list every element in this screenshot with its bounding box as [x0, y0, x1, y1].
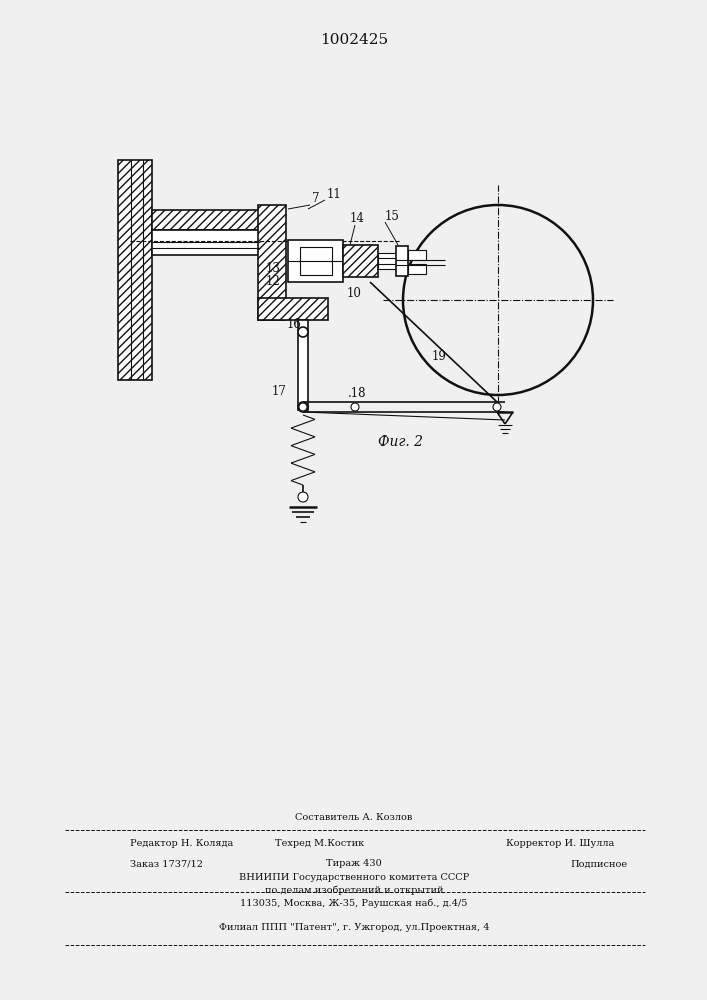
- Text: Заказ 1737/12: Заказ 1737/12: [130, 859, 203, 868]
- Text: 19: 19: [432, 350, 447, 363]
- Text: 1002425: 1002425: [320, 33, 388, 47]
- Text: 13: 13: [266, 262, 281, 275]
- Circle shape: [493, 403, 501, 411]
- Text: Составитель А. Козлов: Составитель А. Козлов: [296, 812, 413, 822]
- Circle shape: [298, 492, 308, 502]
- Text: Подписное: Подписное: [570, 859, 627, 868]
- Bar: [408, 250, 426, 260]
- Circle shape: [351, 403, 359, 411]
- Bar: [396, 246, 408, 276]
- Text: ВНИИПИ Государственного комитета СССР: ВНИИПИ Государственного комитета СССР: [239, 874, 469, 882]
- Text: .18: .18: [348, 387, 366, 400]
- Bar: [258, 205, 286, 320]
- Text: 12: 12: [266, 275, 281, 288]
- Bar: [298, 320, 308, 410]
- Text: 10: 10: [347, 287, 362, 300]
- Bar: [152, 230, 260, 255]
- Circle shape: [298, 327, 308, 337]
- Bar: [300, 247, 332, 275]
- Bar: [288, 240, 343, 282]
- Bar: [152, 210, 260, 230]
- Text: Фиг. 2: Фиг. 2: [378, 435, 423, 449]
- Text: Филиал ППП "Патент", г. Ужгород, ул.Проектная, 4: Филиал ППП "Патент", г. Ужгород, ул.Прое…: [218, 924, 489, 932]
- Bar: [378, 253, 396, 269]
- Text: 11: 11: [327, 188, 341, 201]
- Text: по делам изобретений и открытий: по делам изобретений и открытий: [264, 885, 443, 895]
- Text: 113035, Москва, Ж-35, Раушская наб., д.4/5: 113035, Москва, Ж-35, Раушская наб., д.4…: [240, 898, 468, 908]
- Bar: [258, 298, 328, 320]
- Text: Техред М.Костик: Техред М.Костик: [275, 838, 365, 848]
- Bar: [118, 160, 152, 380]
- Circle shape: [298, 402, 308, 412]
- Text: 16: 16: [287, 318, 302, 331]
- Text: 17: 17: [272, 385, 287, 398]
- Text: Редактор Н. Коляда: Редактор Н. Коляда: [130, 838, 233, 848]
- Text: 15: 15: [385, 210, 400, 223]
- Circle shape: [299, 403, 307, 411]
- Text: Тираж 430: Тираж 430: [326, 859, 382, 868]
- Text: 7: 7: [312, 192, 320, 205]
- Text: 14: 14: [350, 212, 365, 225]
- Bar: [408, 264, 426, 274]
- Bar: [343, 245, 378, 277]
- Text: Корректор И. Шулла: Корректор И. Шулла: [506, 838, 614, 848]
